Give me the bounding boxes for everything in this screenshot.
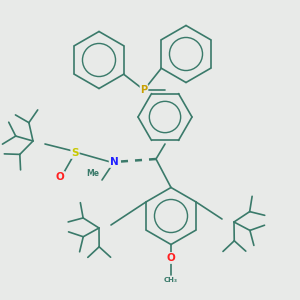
Text: N: N: [110, 157, 118, 167]
Text: Me: Me: [86, 169, 99, 178]
Text: O: O: [167, 253, 176, 263]
Text: O: O: [56, 172, 64, 182]
Text: S: S: [71, 148, 79, 158]
Text: P: P: [140, 85, 148, 95]
Text: CH₃: CH₃: [164, 278, 178, 284]
